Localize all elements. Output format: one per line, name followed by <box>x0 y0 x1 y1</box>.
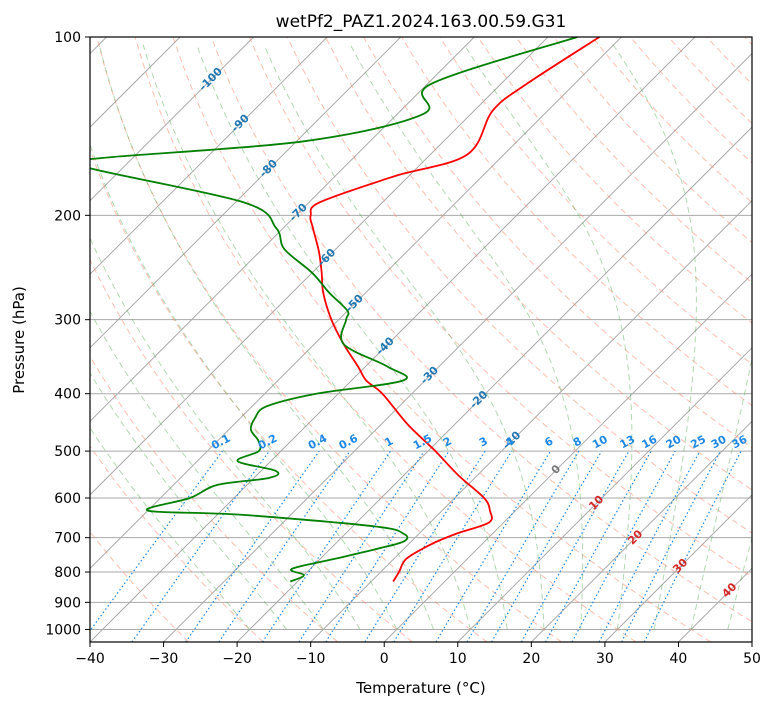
x-tick-label: −20 <box>222 651 252 667</box>
y-axis-label: Pressure (hPa) <box>10 286 28 394</box>
x-tick-label: 50 <box>743 651 761 667</box>
y-tick-label: 100 <box>54 30 81 46</box>
x-tick-label: 30 <box>596 651 614 667</box>
y-tick-label: 500 <box>54 444 81 460</box>
x-axis-label: Temperature (°C) <box>355 679 485 697</box>
y-tick-label: 200 <box>54 208 81 224</box>
x-tick-label: 0 <box>380 651 389 667</box>
y-tick-label: 300 <box>54 313 81 329</box>
y-tick-label: 1000 <box>45 622 81 638</box>
x-tick-label: 40 <box>670 651 688 667</box>
x-tick-label: −10 <box>296 651 326 667</box>
chart-title: wetPf2_PAZ1.2024.163.00.59.G31 <box>276 12 567 32</box>
y-tick-label: 400 <box>54 387 81 403</box>
x-tick-label: −30 <box>149 651 179 667</box>
x-tick-label: −40 <box>75 651 105 667</box>
x-tick-label: 10 <box>449 651 467 667</box>
y-tick-label: 700 <box>54 531 81 547</box>
x-tick-label: 20 <box>522 651 540 667</box>
y-tick-label: 600 <box>54 491 81 507</box>
y-tick-label: 800 <box>54 565 81 581</box>
y-tick-label: 900 <box>54 595 81 611</box>
